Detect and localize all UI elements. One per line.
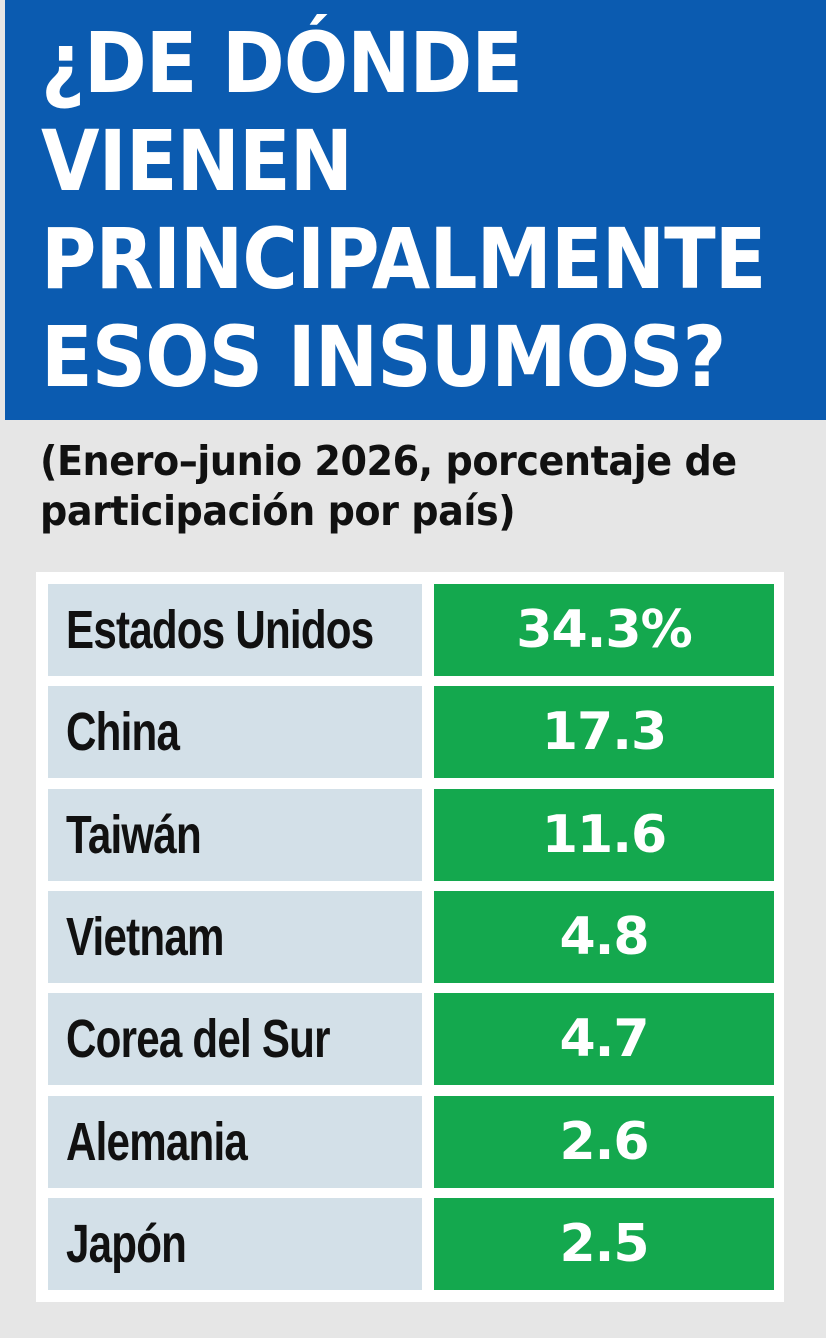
value-label: 2.6	[559, 1112, 649, 1172]
table-row: Vietnam 4.8	[48, 891, 774, 983]
value-label: 17.3	[541, 702, 667, 762]
country-label: Vietnam	[66, 907, 224, 967]
table-row: Corea del Sur 4.7	[48, 993, 774, 1085]
country-cell: China	[48, 686, 422, 778]
table-row: Taiwán 11.6	[48, 789, 774, 881]
value-cell: 17.3	[434, 686, 774, 778]
data-table: Estados Unidos 34.3% China 17.3 Taiwán 11.6 Vi…	[36, 572, 784, 1302]
value-cell: 4.8	[434, 891, 774, 983]
value-label: 2.5	[559, 1214, 649, 1274]
table-row: China 17.3	[48, 686, 774, 778]
value-label: 4.8	[559, 907, 649, 967]
country-cell: Vietnam	[48, 891, 422, 983]
title-banner: ¿DE DÓNDE VIENEN PRINCIPALMENTE ESOS INS…	[5, 0, 826, 420]
chart-subtitle: (Enero–junio 2026, porcentaje de partici…	[40, 437, 737, 535]
value-cell: 34.3%	[434, 584, 774, 676]
country-label: Corea del Sur	[66, 1009, 331, 1069]
country-cell: Japón	[48, 1198, 422, 1290]
value-label: 4.7	[559, 1009, 649, 1069]
country-label: Taiwán	[66, 805, 202, 865]
value-label: 11.6	[541, 805, 667, 865]
table-row: Japón 2.5	[48, 1198, 774, 1290]
country-cell: Taiwán	[48, 789, 422, 881]
chart-title: ¿DE DÓNDE VIENEN PRINCIPALMENTE ESOS INS…	[41, 14, 766, 406]
country-label: Estados Unidos	[66, 600, 374, 660]
country-label: Alemania	[66, 1112, 248, 1172]
value-cell: 4.7	[434, 993, 774, 1085]
value-cell: 11.6	[434, 789, 774, 881]
value-label: 34.3%	[516, 600, 692, 660]
table-row: Alemania 2.6	[48, 1096, 774, 1188]
country-label: China	[66, 702, 180, 762]
value-cell: 2.6	[434, 1096, 774, 1188]
country-label: Japón	[66, 1214, 187, 1274]
country-cell: Corea del Sur	[48, 993, 422, 1085]
country-cell: Estados Unidos	[48, 584, 422, 676]
table-row: Estados Unidos 34.3%	[48, 584, 774, 676]
value-cell: 2.5	[434, 1198, 774, 1290]
country-cell: Alemania	[48, 1096, 422, 1188]
